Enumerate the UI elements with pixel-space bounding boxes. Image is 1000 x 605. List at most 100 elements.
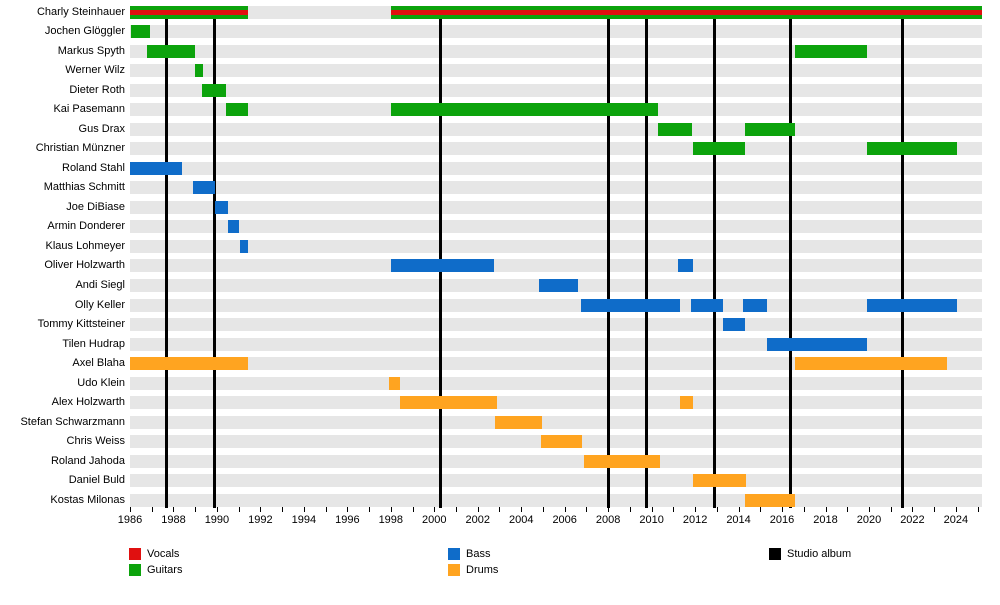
timeline-bar	[866, 142, 957, 156]
axis-tick	[977, 507, 979, 512]
member-row-track	[130, 161, 982, 175]
axis-tick-label: 2006	[552, 514, 577, 526]
axis-tick	[542, 507, 544, 512]
album-legend-swatch	[769, 548, 781, 560]
timeline-bar	[692, 474, 747, 488]
axis-tick-label: 2016	[769, 514, 795, 526]
axis-tick	[629, 507, 631, 512]
vocals-legend-swatch	[129, 548, 141, 560]
axis-tick-label: 2000	[422, 514, 447, 526]
axis-tick-label: 2018	[813, 514, 838, 526]
member-row-track	[130, 122, 982, 136]
axis-tick	[369, 507, 371, 512]
axis-tick	[303, 507, 305, 512]
timeline-bar	[540, 435, 583, 449]
member-label: Joe DiBiase	[66, 200, 125, 213]
bass-legend-swatch	[448, 548, 460, 560]
member-row-track	[130, 259, 982, 273]
timeline-bar	[866, 298, 957, 312]
axis-tick	[456, 507, 458, 512]
member-row-track	[130, 318, 982, 332]
timeline-bar	[795, 357, 948, 371]
timeline-bar	[677, 259, 693, 273]
timeline-bar	[745, 493, 796, 507]
timeline-bar	[766, 337, 867, 351]
axis-tick	[130, 507, 131, 512]
member-label: Armin Donderer	[47, 220, 125, 233]
member-row-track	[130, 83, 982, 97]
member-label: Roland Stahl	[62, 161, 125, 174]
axis-tick	[651, 507, 653, 512]
axis-tick	[390, 507, 392, 512]
studio-album-line	[713, 5, 717, 509]
axis-tick	[521, 507, 523, 512]
member-label: Stefan Schwarzmann	[20, 415, 125, 428]
axis-tick-label: 2002	[465, 514, 490, 526]
timeline-bar	[227, 220, 239, 234]
member-label: Christian Münzner	[35, 142, 125, 155]
timeline-bar	[723, 318, 746, 332]
member-label: Charly Steinhauer	[36, 5, 125, 18]
axis-tick-label: 1996	[335, 514, 360, 526]
member-label: Werner Wilz	[65, 64, 125, 77]
member-row-track	[130, 454, 982, 468]
timeline-bar	[214, 200, 228, 214]
axis-tick	[673, 507, 675, 512]
axis-tick	[173, 507, 175, 512]
member-label: Axel Blaha	[72, 357, 125, 370]
studio-album-line	[165, 5, 169, 509]
timeline-bar	[538, 278, 578, 292]
drums-legend-swatch	[448, 563, 460, 576]
timeline-bar	[390, 5, 982, 19]
axis-tick-label: 2010	[639, 514, 664, 526]
timeline-bar	[130, 161, 183, 175]
timeline-bar	[131, 25, 150, 39]
member-row-track	[130, 357, 982, 371]
member-row-track	[130, 181, 982, 195]
member-label: Klaus Lohmeyer	[45, 239, 126, 252]
legend-label: Bass	[466, 548, 491, 560]
member-label: Matthias Schmitt	[43, 181, 125, 194]
legend-label: Guitars	[147, 563, 183, 576]
timeline-bar	[390, 259, 495, 273]
axis-tick	[738, 507, 740, 512]
timeline-bar	[193, 181, 215, 195]
studio-album-line	[789, 5, 793, 509]
member-label: Alex Holzwarth	[51, 396, 125, 409]
axis-tick-label: 1998	[378, 514, 404, 526]
member-label: Dieter Roth	[69, 83, 125, 96]
guitars-legend-swatch	[129, 563, 141, 576]
member-row-track	[130, 200, 982, 214]
axis-tick	[890, 507, 892, 512]
axis-tick-label: 1986	[117, 514, 143, 526]
axis-tick	[716, 507, 718, 512]
axis-tick	[586, 507, 588, 512]
member-row-track	[130, 239, 982, 253]
timeline-bar	[692, 142, 746, 156]
axis-tick	[347, 507, 349, 512]
timeline-bar	[147, 44, 196, 58]
member-label: Markus Spyth	[57, 44, 125, 57]
member-row-track	[130, 493, 982, 507]
axis-tick-label: 2004	[508, 514, 534, 526]
timeline-bar	[495, 415, 542, 429]
axis-tick	[847, 507, 849, 512]
member-label: Tommy Kittsteiner	[37, 318, 125, 331]
member-label: Oliver Holzwarth	[44, 259, 125, 272]
timeline-bar	[742, 298, 767, 312]
studio-album-line	[439, 5, 443, 509]
axis-tick	[868, 507, 870, 512]
timeline-bar	[390, 103, 659, 117]
axis-tick-label: 2008	[595, 514, 621, 526]
member-label: Olly Keller	[74, 298, 125, 311]
studio-album-line	[901, 5, 905, 509]
member-label: Tilen Hudrap	[62, 337, 125, 350]
member-row-track	[130, 64, 982, 78]
axis-tick	[216, 507, 218, 512]
timeline-bar	[225, 103, 249, 117]
timeline-bar	[388, 376, 400, 390]
axis-tick	[934, 507, 936, 512]
member-label: Andi Siegl	[75, 278, 125, 291]
axis-tick	[782, 507, 784, 512]
